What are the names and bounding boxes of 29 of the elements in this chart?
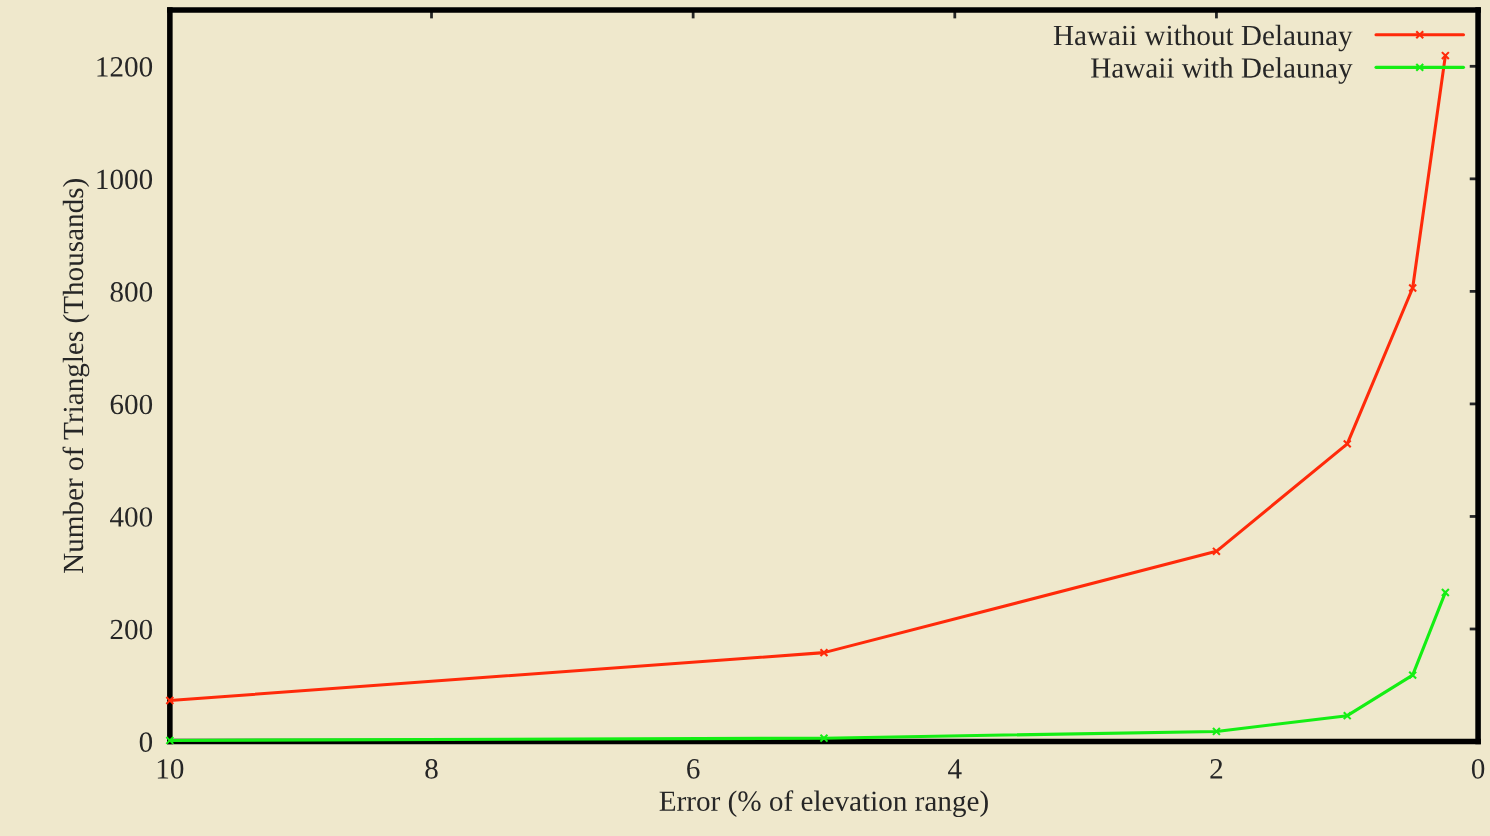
x-tick-label: 4 xyxy=(948,759,962,779)
y-tick-label: 1000 xyxy=(97,169,153,190)
x-tick-label: 2 xyxy=(1210,759,1223,779)
y-tick-label: 200 xyxy=(110,619,153,640)
x-tick-label: 6 xyxy=(687,759,700,779)
point xyxy=(1211,546,1221,556)
point xyxy=(165,735,175,745)
point xyxy=(819,733,829,743)
y-tick-label: 400 xyxy=(110,507,153,527)
legend-label: Hawaii with Delaunay xyxy=(1091,57,1353,84)
point xyxy=(1440,51,1450,61)
y-tick-label: 1200 xyxy=(97,57,153,77)
y-tick-label: 600 xyxy=(110,394,153,415)
y-tick-label: 800 xyxy=(110,282,153,302)
x-tick-label: 8 xyxy=(425,759,438,779)
point xyxy=(819,648,829,658)
x-tick-label: 0 xyxy=(1471,759,1485,779)
x-tick-label: 10 xyxy=(157,759,184,779)
y-axis-title: Number of Triangles (Thousands) xyxy=(62,178,90,574)
x-axis-title: Error (% of elevation range) xyxy=(659,790,988,818)
point xyxy=(1408,670,1418,680)
point xyxy=(1408,283,1418,293)
point xyxy=(1342,711,1352,721)
y-tick-label: 0 xyxy=(139,732,153,752)
legend-label: Hawaii without Delaunay xyxy=(1053,24,1353,52)
point xyxy=(165,695,175,705)
point xyxy=(1440,587,1450,597)
point xyxy=(1342,439,1352,449)
point xyxy=(1211,726,1221,736)
